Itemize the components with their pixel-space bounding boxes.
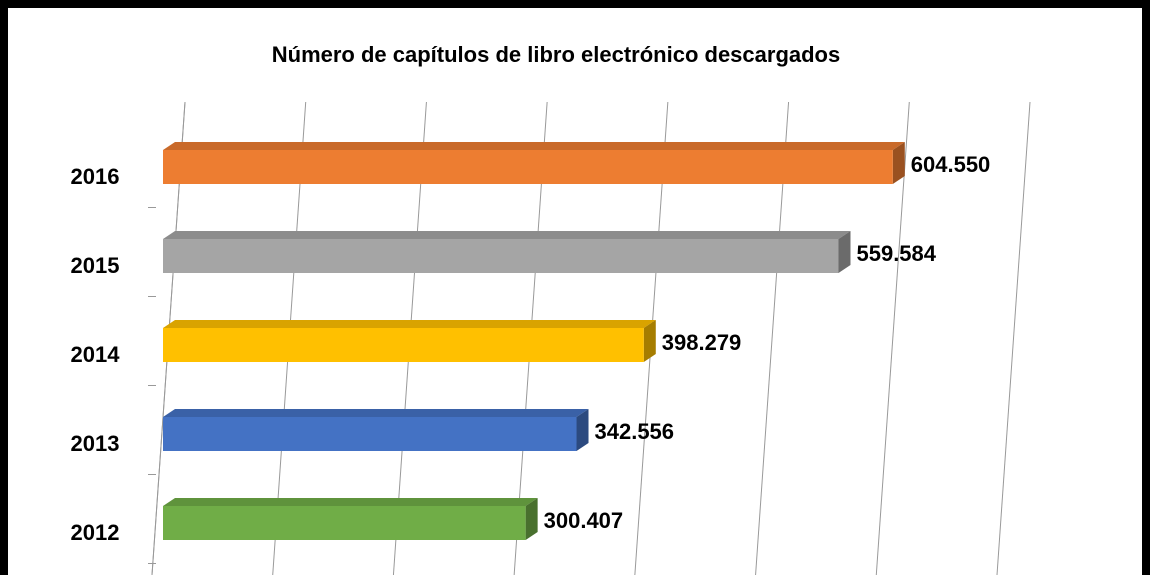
bar bbox=[163, 320, 656, 362]
bar bbox=[163, 142, 905, 184]
chart-title: Número de capítulos de libro electrónico… bbox=[272, 42, 840, 67]
y-tick-label: 2012 bbox=[71, 520, 120, 545]
bar bbox=[163, 409, 589, 451]
y-tick-label: 2016 bbox=[71, 164, 120, 189]
bar bbox=[163, 498, 538, 540]
bar-front bbox=[163, 506, 526, 540]
data-label: 398.279 bbox=[662, 330, 742, 355]
data-label: 300.407 bbox=[544, 508, 624, 533]
bar-top bbox=[163, 409, 589, 417]
bar-top bbox=[163, 142, 905, 150]
y-tick-label: 2015 bbox=[71, 253, 120, 278]
bar-top bbox=[163, 231, 851, 239]
y-tick-label: 2013 bbox=[71, 431, 120, 456]
bar-front bbox=[163, 150, 893, 184]
data-label: 559.584 bbox=[856, 241, 936, 266]
bar-front bbox=[163, 328, 644, 362]
data-label: 342.556 bbox=[595, 419, 675, 444]
bar-side bbox=[576, 409, 589, 451]
bar-top bbox=[163, 320, 656, 328]
data-label: 604.550 bbox=[911, 152, 991, 177]
bar bbox=[163, 231, 851, 273]
bars bbox=[163, 142, 905, 540]
bar-side bbox=[525, 498, 538, 540]
bar-front bbox=[163, 417, 577, 451]
bar-side bbox=[643, 320, 656, 362]
bar-top bbox=[163, 498, 538, 506]
grid-line bbox=[875, 101, 910, 575]
bar-side bbox=[838, 231, 851, 273]
bar-front bbox=[163, 239, 839, 273]
y-tick-label: 2014 bbox=[71, 342, 121, 367]
bar-side bbox=[892, 142, 905, 184]
grid-line bbox=[996, 101, 1031, 575]
